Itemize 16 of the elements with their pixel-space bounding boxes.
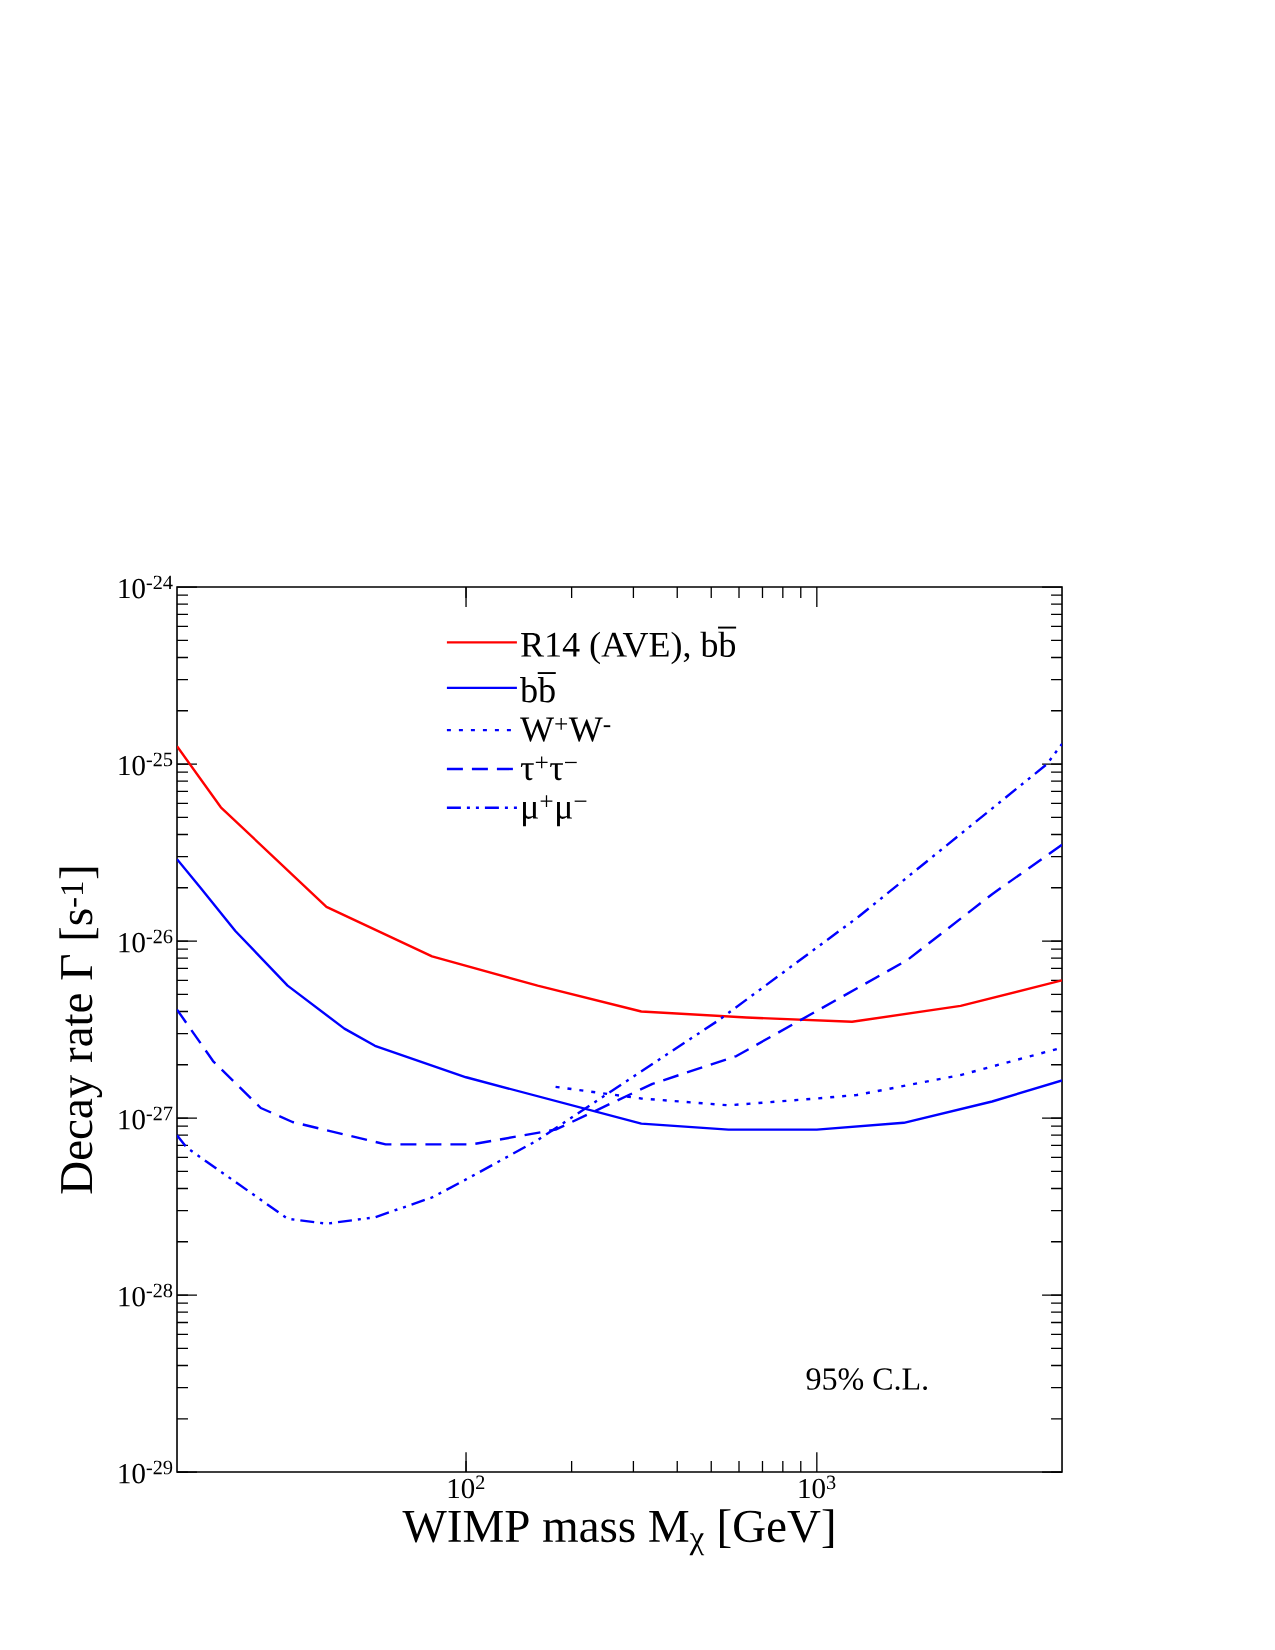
y-axis-title: Decay rate Γ [s$^{-1}$] [59,867,103,1194]
y-tick-label: 10$^{-29}$ [119,1460,173,1484]
y-tick-label: 10$^{-28}$ [119,1283,173,1307]
legend-label: R14 (AVE), bb̅ [521,626,737,665]
legend-label: bb̅ [520,672,556,703]
legend-label: τ$^{+}$τ$^{−}$ [520,756,577,781]
y-tick-label: 10$^{-25}$ [119,752,173,776]
legend-label: W$^{+}$W$^{-}$ [520,717,611,742]
x-axis-title: WIMP mass M$_{χ}$ [GeV] [402,1509,834,1556]
legend-label: μ$^{+}$μ$^{−}$ [523,795,587,827]
annotation: 95% C.L. [806,1368,927,1390]
y-tick-label: 10$^{-27}$ [119,1106,173,1130]
x-tick-label: 10$^{2}$ [448,1475,485,1499]
y-tick-label: 10$^{-26}$ [119,929,173,953]
x-tick-label: 10$^{3}$ [799,1475,836,1499]
y-tick-label: 10$^{-24}$ [119,575,173,599]
